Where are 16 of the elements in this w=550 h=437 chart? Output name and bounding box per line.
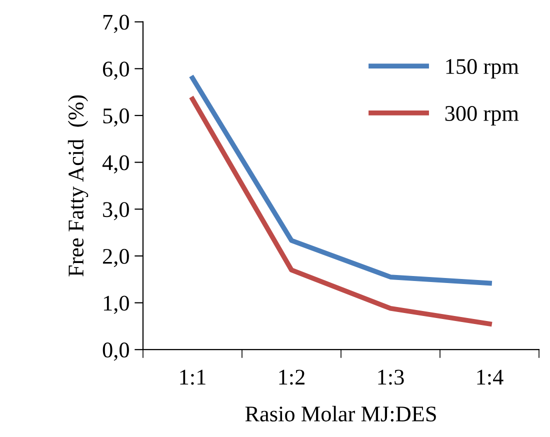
x-tick-label: 1:1 [180, 370, 206, 385]
y-tick-label: 3,0 [103, 202, 129, 220]
x-axis-title: Rasio Molar MJ:DES [245, 406, 436, 422]
y-tick-label: 2,0 [103, 248, 129, 268]
y-axis-title: Free Fatty Acid (%) [68, 95, 88, 276]
x-tick-label: 1:2 [279, 370, 304, 385]
y-tick-label: 0,0 [102, 342, 129, 361]
y-tick-label: 6,0 [102, 62, 129, 80]
y-tick-label: 7,0 [103, 14, 129, 33]
legend-label: 300 rpm [445, 106, 519, 126]
y-tick-label: 5,0 [103, 108, 129, 127]
y-tick-label: 1,0 [104, 296, 129, 314]
x-tick-label: 1:4 [477, 370, 504, 385]
legend-label: 150 rpm [446, 59, 519, 79]
y-tick-label: 4,0 [102, 155, 129, 174]
x-tick-label: 1:3 [378, 370, 404, 385]
